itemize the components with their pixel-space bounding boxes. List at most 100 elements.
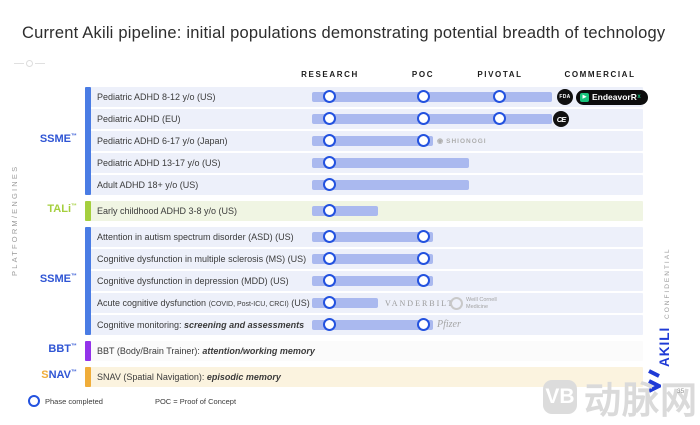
trademark-symbol: ™ bbox=[71, 369, 77, 376]
phase-completed-circle-research bbox=[323, 90, 336, 103]
pipeline-row: Pediatric ADHD 6-17 y/o (Japan) ◉ SHIONOGI bbox=[85, 131, 643, 151]
column-header-research: RESEARCH bbox=[301, 70, 359, 79]
row-label-text: Pediatric ADHD 13-17 y/o (US) bbox=[97, 158, 221, 168]
phase-progress-bar bbox=[312, 232, 433, 242]
phase-completed-circle-poc bbox=[417, 252, 430, 265]
row-label-text: Pediatric ADHD 8-12 y/o (US) bbox=[97, 92, 216, 102]
trademark-symbol: ™ bbox=[71, 203, 77, 210]
pipeline-row-label: SNAV (Spatial Navigation): episodic memo… bbox=[97, 367, 281, 387]
row-label-small-text: (COVID, Post-ICU, CRCI) bbox=[208, 301, 289, 308]
pipeline-row-label: BBT (Body/Brain Trainer): attention/work… bbox=[97, 341, 315, 361]
fda-badge: FDA bbox=[557, 89, 573, 105]
akili-logo-mark-icon bbox=[648, 369, 661, 393]
weill-cornell-circle-icon bbox=[450, 297, 463, 310]
row-label-text: SNAV (Spatial Navigation): bbox=[97, 372, 207, 382]
row-label-text: Pediatric ADHD (EU) bbox=[97, 114, 181, 124]
legend-phase-completed-label: Phase completed bbox=[45, 396, 103, 406]
phase-completed-circle-research bbox=[323, 112, 336, 125]
phase-progress-bar bbox=[312, 114, 552, 124]
phase-progress-bar bbox=[312, 320, 433, 330]
endeavorrx-rx-sub: x bbox=[637, 94, 641, 100]
pipeline-row: BBT (Body/Brain Trainer): attention/work… bbox=[85, 341, 643, 361]
phase-completed-circle-pivotal bbox=[493, 90, 506, 103]
pipeline-row-label: Cognitive dysfunction in multiple sclero… bbox=[97, 249, 306, 269]
phase-completed-circle-poc bbox=[417, 230, 430, 243]
pipeline-row-label: Pediatric ADHD 13-17 y/o (US) bbox=[97, 153, 221, 173]
phase-progress-bar bbox=[312, 276, 433, 286]
group-label-tali: TALi™ bbox=[0, 203, 77, 215]
confidential-vertical-label: CONFIDENTIAL bbox=[664, 247, 671, 319]
row-label-text: Cognitive monitoring: bbox=[97, 320, 185, 330]
row-label-italic-text: attention/working memory bbox=[202, 346, 315, 356]
trademark-symbol: ™ bbox=[71, 343, 77, 350]
pipeline-row: Cognitive dysfunction in multiple sclero… bbox=[85, 249, 643, 269]
phase-progress-bar bbox=[312, 180, 469, 190]
endeavorrx-logo: ▶ EndeavorR x bbox=[576, 89, 648, 105]
row-label-text: Pediatric ADHD 6-17 y/o (Japan) bbox=[97, 136, 228, 146]
pipeline-row: Acute cognitive dysfunction (COVID, Post… bbox=[85, 293, 643, 313]
phase-progress-bar bbox=[312, 136, 433, 146]
page-title: Current Akili pipeline: initial populati… bbox=[22, 24, 666, 42]
pipeline-row: Pediatric ADHD 13-17 y/o (US) bbox=[85, 153, 643, 173]
endeavorrx-play-icon: ▶ bbox=[580, 92, 589, 102]
pipeline-row-label: Attention in autism spectrum disorder (A… bbox=[97, 227, 294, 247]
pipeline-row: Attention in autism spectrum disorder (A… bbox=[85, 227, 643, 247]
pipeline-chart: Pediatric ADHD 8-12 y/o (US) FDA ▶ Endeavor… bbox=[0, 87, 650, 392]
group-label-part: SSME bbox=[39, 133, 71, 145]
endeavorrx-label: EndeavorR bbox=[592, 92, 637, 102]
pipeline-row: Pediatric ADHD (EU) CE bbox=[85, 109, 643, 129]
phase-completed-circle-icon bbox=[28, 395, 40, 407]
row-label-text: Adult ADHD 18+ y/o (US) bbox=[97, 180, 199, 190]
row-label-text: Cognitive dysfunction in depression (MDD… bbox=[97, 276, 289, 286]
pipeline-row-label: Cognitive dysfunction in depression (MDD… bbox=[97, 271, 289, 291]
group-label-part: NAV bbox=[48, 369, 71, 381]
column-header-pivotal: PIVOTAL bbox=[477, 70, 523, 79]
phase-completed-circle-research bbox=[323, 296, 336, 309]
phase-completed-circle-research bbox=[323, 274, 336, 287]
pipeline-row-label: Pediatric ADHD (EU) bbox=[97, 109, 181, 129]
phase-completed-circle-poc bbox=[417, 112, 430, 125]
group-indicator-bar bbox=[85, 341, 91, 361]
group-label-part: S bbox=[41, 369, 49, 381]
vb-watermark-text: 动脉网 bbox=[584, 380, 698, 421]
group-indicator-bar bbox=[85, 227, 91, 335]
pfizer-logo: Pfizer bbox=[437, 319, 461, 330]
row-label-italic-text: screening and assessments bbox=[184, 320, 305, 330]
trademark-symbol: ™ bbox=[71, 273, 77, 280]
shionogi-label: SHIONOGI bbox=[446, 137, 487, 145]
phase-completed-circle-research bbox=[323, 230, 336, 243]
phase-completed-circle-research bbox=[323, 134, 336, 147]
decoration-line bbox=[35, 63, 45, 64]
shionogi-logo: ◉ SHIONOGI bbox=[437, 137, 487, 146]
title-decoration bbox=[14, 60, 45, 67]
row-label-text: BBT (Body/Brain Trainer): bbox=[97, 346, 203, 356]
pipeline-row-label: Cognitive monitoring: screening and asse… bbox=[97, 315, 304, 335]
group-indicator-bar bbox=[85, 201, 91, 221]
group-label-bbt: BBT™ bbox=[0, 343, 77, 355]
phase-progress-bar bbox=[312, 158, 469, 168]
pipeline-row: Pediatric ADHD 8-12 y/o (US) FDA ▶ Endeavor… bbox=[85, 87, 648, 107]
phase-completed-circle-research bbox=[323, 252, 336, 265]
decoration-line bbox=[14, 63, 24, 64]
group-label-part: TALi bbox=[47, 203, 71, 215]
weill-cornell-label: Weill Cornell Medicine bbox=[466, 297, 497, 310]
shionogi-icon: ◉ bbox=[437, 138, 445, 145]
row-label-text: Acute cognitive dysfunction bbox=[97, 298, 209, 308]
row-label-text: Cognitive dysfunction in multiple sclero… bbox=[97, 254, 307, 264]
ce-mark-badge: CE bbox=[553, 111, 569, 127]
pipeline-row-label: Early childhood ADHD 3-8 y/o (US) bbox=[97, 201, 237, 221]
row-label-text: Attention in autism spectrum disorder (A… bbox=[97, 232, 294, 242]
pipeline-row: SNAV (Spatial Navigation): episodic memo… bbox=[85, 367, 643, 387]
group-label-ssme: SSME™ bbox=[0, 133, 77, 145]
weill-cornell-medicine-logo: Weill Cornell Medicine bbox=[450, 297, 497, 310]
vb-watermark: VB 动脉网 bbox=[543, 370, 698, 424]
row-label-text: (US) bbox=[288, 298, 310, 308]
trademark-symbol: ™ bbox=[71, 133, 77, 140]
phase-completed-circle-poc bbox=[417, 318, 430, 331]
decoration-circle-icon bbox=[26, 60, 33, 67]
group-label-part: SSME bbox=[39, 273, 71, 285]
phase-completed-circle-poc bbox=[417, 274, 430, 287]
group-indicator-bar bbox=[85, 367, 91, 387]
column-header-poc: POC bbox=[411, 70, 435, 79]
